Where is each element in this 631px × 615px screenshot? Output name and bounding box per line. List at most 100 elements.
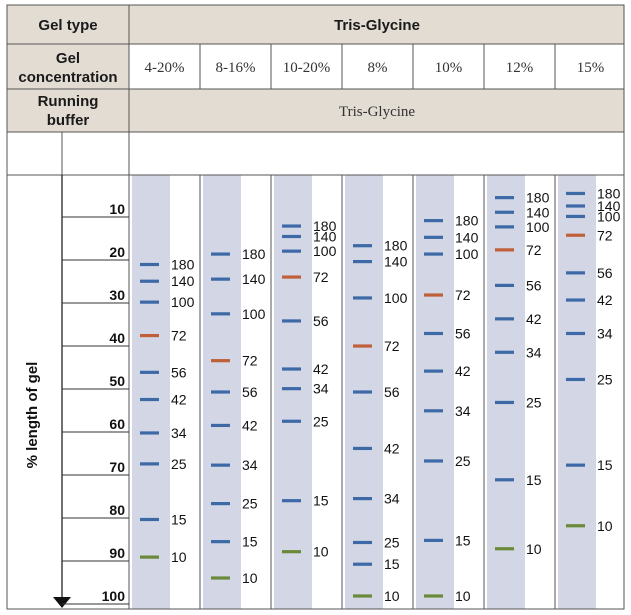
band [353,594,372,598]
band-label: 100 [313,243,337,259]
band-label: 56 [526,277,542,293]
band [495,210,514,214]
band [424,219,443,223]
header-cell-gel-concentration-bg [7,44,129,89]
band [282,419,301,423]
band-label: 15 [597,457,613,473]
band [566,524,585,528]
band [282,234,301,239]
band-label: 56 [313,313,329,329]
band-label: 34 [313,381,329,397]
band-label: 15 [171,511,187,527]
band [424,369,443,373]
header-row-gel-type-bg [7,5,624,44]
band [211,252,230,256]
band-label: 15 [526,472,542,488]
gel-bands: 1801401007256423425151018014010072564234… [140,185,621,604]
band-label: 34 [171,425,187,441]
running-buffer-label-line2: buffer [47,112,90,129]
band-label: 42 [597,292,613,308]
band [282,387,301,391]
band-label: 25 [526,394,542,410]
band [140,279,159,283]
band-label: 15 [242,534,258,550]
band-label: 140 [313,229,337,245]
band [424,409,443,413]
gel-lane [132,175,170,609]
tick-label: 90 [109,545,125,561]
band [566,271,585,275]
band [282,550,301,554]
band [566,377,585,382]
band-label: 56 [171,364,187,380]
band-label: 140 [384,254,408,270]
band [282,224,301,228]
band [495,350,514,354]
band [566,233,585,237]
band [140,555,159,559]
band-label: 180 [526,190,550,206]
band-label: 34 [526,344,542,360]
band-label: 72 [597,227,613,243]
band-label: 180 [171,257,195,273]
band-label: 140 [597,198,621,214]
band [424,459,443,463]
concentration-labels: 4-20% 8-16% 10-20% 8% 10% 12% 15% [145,60,605,76]
band-label: 56 [455,325,471,341]
band-label: 180 [384,238,408,254]
concentration-label: 10-20% [283,60,331,76]
band [566,191,585,196]
band-label: 10 [455,588,471,604]
band [211,312,230,316]
band [353,446,372,451]
band [282,499,301,503]
column-lines [199,44,556,609]
band [211,423,230,428]
band [424,252,443,256]
band-label: 56 [384,384,400,400]
band [353,244,372,248]
band [353,259,372,264]
axis-label: % length of gel [24,362,41,469]
band-label: 180 [455,213,479,229]
band-label: 56 [242,384,258,400]
band [282,319,301,323]
gel-lane [558,175,596,609]
band-label: 10 [242,570,258,586]
band [140,462,159,466]
band [566,298,585,302]
band [353,562,372,566]
band [211,502,230,506]
band-label: 10 [597,518,613,534]
band-label: 180 [313,218,337,234]
table-border [6,4,625,610]
band [140,370,159,374]
band-label: 42 [171,392,187,408]
band [211,390,230,394]
band [353,344,372,348]
band-label: 42 [384,440,400,456]
band-label: 100 [242,306,266,322]
band [353,540,372,545]
band-label: 34 [455,403,471,419]
axis-ticks: 10 20 30 40 50 60 70 80 90 100 [62,201,129,605]
band [140,333,159,338]
band-label: 34 [384,491,400,507]
band [353,390,372,394]
band-label: 72 [384,338,400,354]
band [282,275,301,279]
band-label: 180 [242,246,266,262]
band-label: 10 [313,544,329,560]
band-label: 25 [171,456,187,472]
concentration-label: 10% [435,60,463,76]
band-label: 100 [597,208,621,224]
concentration-label: 15% [577,60,605,76]
band-label: 100 [171,294,195,310]
band-label: 72 [455,287,471,303]
band [566,214,585,219]
band [211,463,230,467]
tick-label: 40 [109,330,125,346]
gel-concentration-label-line1: Gel [56,50,80,67]
band-label: 72 [526,242,542,258]
